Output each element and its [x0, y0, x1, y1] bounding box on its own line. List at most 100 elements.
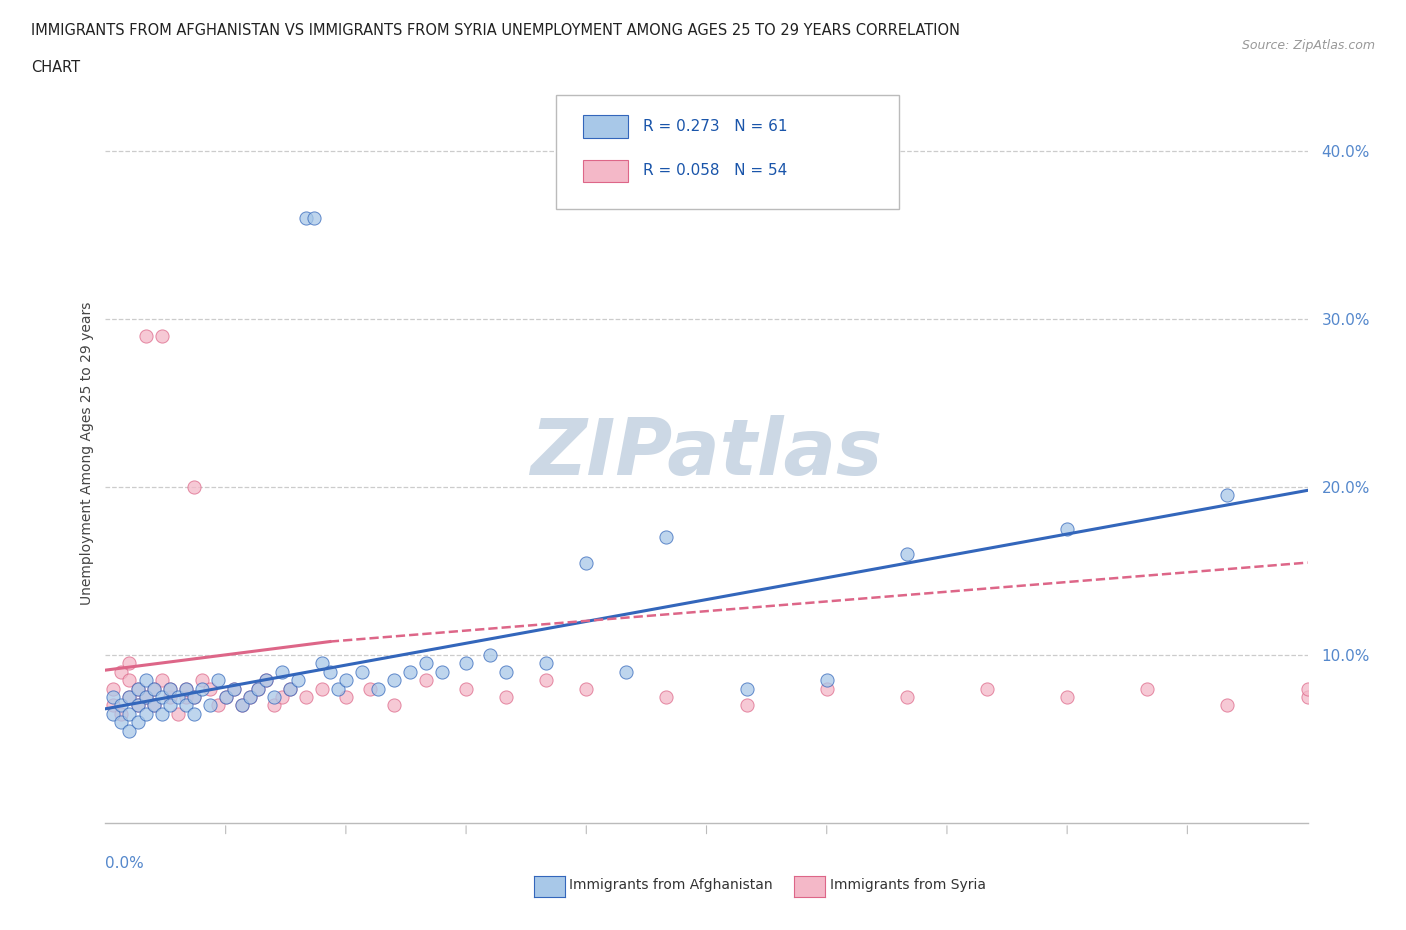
Point [118, 672, 141, 687]
Point [295, 689, 318, 704]
Point [302, 211, 325, 226]
Point [183, 707, 205, 722]
Point [616, 664, 638, 679]
Point [495, 689, 517, 704]
Point [454, 656, 477, 671]
Point [319, 664, 342, 679]
Point [270, 689, 292, 704]
Point [815, 672, 838, 687]
Point [183, 689, 205, 704]
Point [735, 698, 758, 713]
Point [127, 681, 149, 696]
Text: Immigrants from Afghanistan: Immigrants from Afghanistan [569, 878, 773, 893]
Point [150, 672, 173, 687]
Point [118, 689, 141, 704]
Point [174, 698, 197, 713]
Y-axis label: Unemployment Among Ages 25 to 29 years: Unemployment Among Ages 25 to 29 years [80, 301, 94, 605]
Bar [582, 160, 628, 182]
Point [239, 689, 262, 704]
Point [367, 681, 389, 696]
Point [350, 664, 373, 679]
Point [183, 689, 205, 704]
Point [1136, 681, 1159, 696]
Text: IMMIGRANTS FROM AFGHANISTAN VS IMMIGRANTS FROM SYRIA UNEMPLOYMENT AMONG AGES 25 : IMMIGRANTS FROM AFGHANISTAN VS IMMIGRANT… [31, 23, 960, 38]
Point [359, 681, 381, 696]
Point [127, 698, 149, 713]
Point [399, 664, 422, 679]
Point [127, 698, 149, 713]
Point [382, 698, 405, 713]
Bar [582, 115, 628, 138]
Point [110, 715, 132, 730]
Point [246, 681, 269, 696]
Point [534, 672, 557, 687]
Point [135, 689, 157, 704]
Point [335, 689, 357, 704]
Point [278, 681, 301, 696]
Point [231, 698, 253, 713]
Point [198, 698, 221, 713]
Point [159, 681, 181, 696]
Point [415, 656, 437, 671]
Point [118, 707, 141, 722]
Point [110, 698, 132, 713]
Point [135, 672, 157, 687]
Point [214, 689, 236, 704]
Point [103, 689, 125, 704]
Point [382, 672, 405, 687]
Point [110, 664, 132, 679]
Point [207, 698, 229, 713]
Point [295, 211, 318, 226]
Point [174, 681, 197, 696]
Point [415, 672, 437, 687]
Text: R = 0.273   N = 61: R = 0.273 N = 61 [643, 119, 787, 134]
Point [103, 681, 125, 696]
Point [263, 698, 285, 713]
Point [214, 689, 236, 704]
Point [1216, 698, 1239, 713]
Point [222, 681, 245, 696]
Point [1056, 689, 1078, 704]
Point [183, 480, 205, 495]
Point [430, 664, 453, 679]
Point [287, 672, 309, 687]
Point [118, 656, 141, 671]
Point [254, 672, 277, 687]
Point [1216, 488, 1239, 503]
Point [110, 707, 132, 722]
Point [454, 681, 477, 696]
Point [479, 647, 502, 662]
Point [896, 547, 918, 562]
Point [239, 689, 262, 704]
Point [655, 689, 678, 704]
Point [159, 681, 181, 696]
Point [335, 672, 357, 687]
Point [575, 681, 598, 696]
Point [118, 689, 141, 704]
Point [135, 689, 157, 704]
Point [127, 681, 149, 696]
Text: 0.0%: 0.0% [105, 857, 145, 871]
Point [127, 715, 149, 730]
Point [495, 664, 517, 679]
Point [174, 681, 197, 696]
Point [166, 689, 188, 704]
Point [1296, 689, 1319, 704]
Point [976, 681, 998, 696]
Point [270, 664, 292, 679]
Point [231, 698, 253, 713]
Point [1296, 681, 1319, 696]
Point [142, 681, 165, 696]
Point [190, 672, 212, 687]
Point [263, 689, 285, 704]
Point [135, 707, 157, 722]
Point [159, 689, 181, 704]
Text: Immigrants from Syria: Immigrants from Syria [830, 878, 986, 893]
Point [278, 681, 301, 696]
Point [159, 698, 181, 713]
Point [207, 672, 229, 687]
Point [254, 672, 277, 687]
Point [142, 698, 165, 713]
Point [142, 681, 165, 696]
Point [150, 328, 173, 343]
